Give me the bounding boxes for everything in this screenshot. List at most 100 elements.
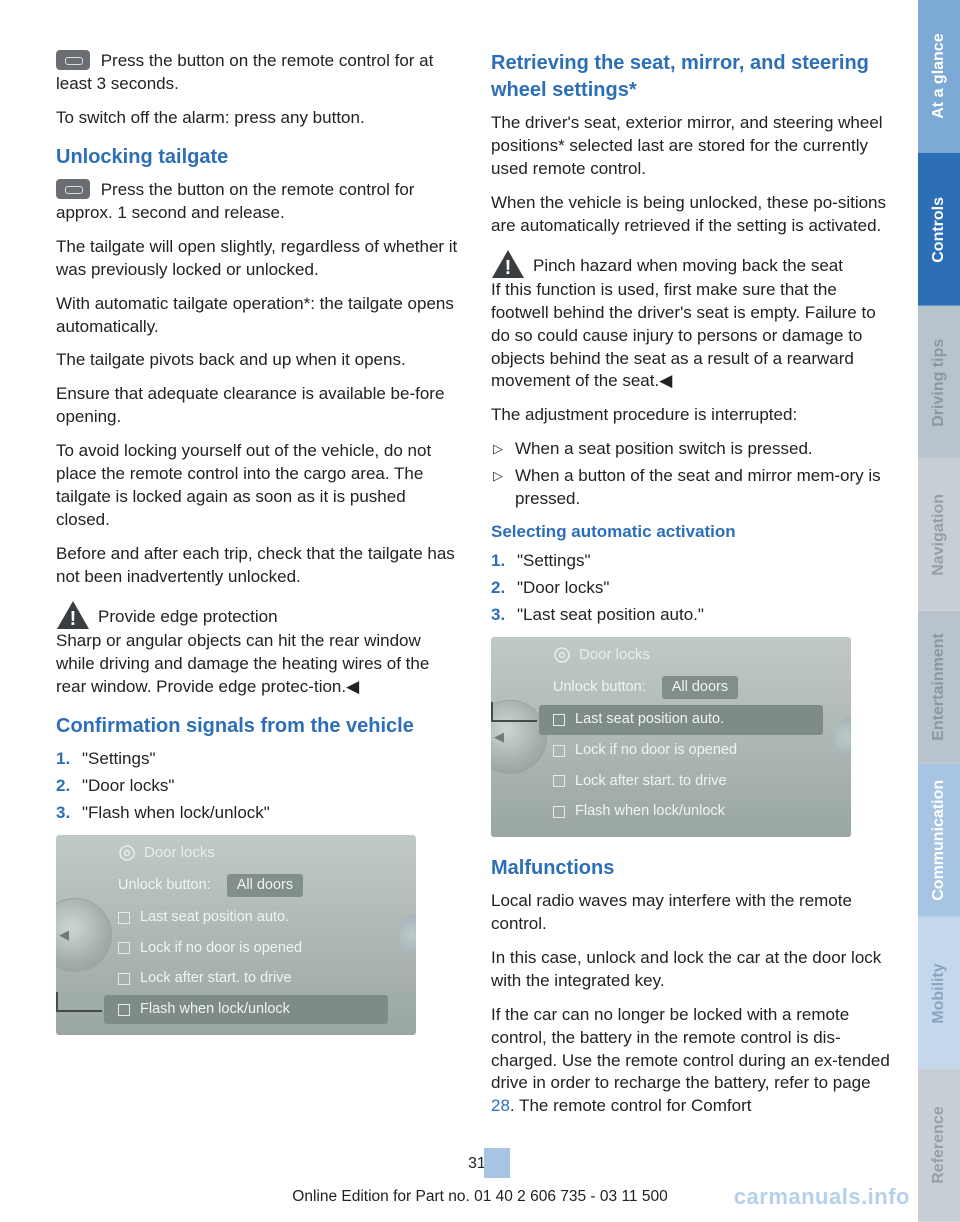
step-number: 3. xyxy=(491,604,505,627)
bullet-item: When a button of the seat and mirror mem… xyxy=(491,465,898,511)
step-number: 3. xyxy=(56,802,70,825)
warning-block: ! Provide edge protection Sharp or angul… xyxy=(56,600,463,699)
step-number: 2. xyxy=(56,775,70,798)
paragraph: To switch off the alarm: press any butto… xyxy=(56,107,463,130)
left-column: Press the button on the remote control f… xyxy=(56,50,463,1222)
idrive-row: Lock if no door is opened xyxy=(539,736,823,766)
step-item: 2. "Door locks" xyxy=(56,775,463,798)
idrive-row-selected: Flash when lock/unlock xyxy=(104,995,388,1025)
step-text: "Door locks" xyxy=(517,578,609,597)
idrive-row: Lock if no door is opened xyxy=(104,934,388,964)
step-item: 2. "Door locks" xyxy=(491,577,898,600)
bullet-list: When a seat position switch is pressed. … xyxy=(491,438,898,511)
remote-button-icon xyxy=(56,179,90,199)
page-link[interactable]: 28 xyxy=(491,1096,510,1115)
step-text: "Settings" xyxy=(517,551,591,570)
paragraph: Ensure that adequate clearance is availa… xyxy=(56,383,463,429)
idrive-header-label: Unlock button: xyxy=(553,678,646,698)
step-item: 3."Flash when lock/unlock" xyxy=(56,802,463,825)
remote-button-icon xyxy=(56,50,90,70)
paragraph: With automatic tailgate operation*: the … xyxy=(56,293,463,339)
tab-entertainment[interactable]: Entertainment xyxy=(918,611,960,764)
tab-controls[interactable]: Controls xyxy=(918,153,960,306)
idrive-row-header: Unlock button: All doors xyxy=(104,869,388,903)
idrive-body: Unlock button: All doors Last seat posit… xyxy=(539,671,823,828)
tab-navigation[interactable]: Navigation xyxy=(918,458,960,611)
idrive-screenshot-lastseat: Door locks Unlock button: All doors Last… xyxy=(491,637,851,837)
paragraph: The driver's seat, exterior mirror, and … xyxy=(491,112,898,181)
heading-selecting-activation: Selecting automatic activation xyxy=(491,521,898,544)
warning-title: Provide edge protection xyxy=(98,607,278,626)
paragraph: Press the button on the remote control f… xyxy=(56,179,463,225)
text: If the car can no longer be locked with … xyxy=(491,1005,890,1093)
idrive-row: Lock after start. to drive xyxy=(104,964,388,994)
right-column: Retrieving the seat, mirror, and steerin… xyxy=(491,50,898,1222)
warning-title: Pinch hazard when moving back the seat xyxy=(533,256,843,275)
text: Press the button on the remote control f… xyxy=(56,51,433,93)
bullet-item: When a seat position switch is pressed. xyxy=(491,438,898,461)
idrive-title-text: Door locks xyxy=(144,843,215,863)
idrive-row-text: Lock if no door is opened xyxy=(575,741,737,761)
step-number: 1. xyxy=(491,550,505,573)
paragraph: The tailgate will open slightly, regardl… xyxy=(56,236,463,282)
idrive-side-button-icon xyxy=(835,717,851,757)
idrive-row-text: Lock after start. to drive xyxy=(575,772,727,792)
idrive-header-pill: All doors xyxy=(227,874,303,898)
svg-text:!: ! xyxy=(70,608,77,630)
idrive-screenshot-flash: Door locks Unlock button: All doors Last… xyxy=(56,835,416,1035)
idrive-title-text: Door locks xyxy=(579,645,650,665)
checkbox-icon xyxy=(118,912,130,924)
checkbox-icon xyxy=(118,942,130,954)
gear-icon xyxy=(553,646,571,664)
text: . The remote control for Comfort xyxy=(510,1096,752,1115)
step-item: 1. "Settings" xyxy=(491,550,898,573)
watermark: carmanuals.info xyxy=(734,1182,910,1212)
checkbox-icon xyxy=(118,973,130,985)
paragraph: The adjustment procedure is interrupted: xyxy=(491,404,898,427)
step-text: "Last seat position auto." xyxy=(517,605,704,624)
tab-driving-tips[interactable]: Driving tips xyxy=(918,306,960,459)
idrive-row-text: Flash when lock/unlock xyxy=(575,802,725,822)
steps-list: 1."Settings" 2. "Door locks" 3."Flash whe… xyxy=(56,748,463,825)
tab-mobility[interactable]: Mobility xyxy=(918,917,960,1070)
step-text: "Door locks" xyxy=(82,776,174,795)
idrive-header-pill: All doors xyxy=(662,676,738,700)
pointer-line-icon xyxy=(493,720,537,722)
warning-body: Sharp or angular objects can hit the rea… xyxy=(56,631,429,696)
page: Press the button on the remote control f… xyxy=(0,0,960,1222)
warning-body: If this function is used, first make sur… xyxy=(491,280,876,391)
content-area: Press the button on the remote control f… xyxy=(0,0,918,1222)
checkbox-icon xyxy=(553,775,565,787)
paragraph: Press the button on the remote control f… xyxy=(56,50,463,96)
warning-triangle-icon: ! xyxy=(491,249,525,279)
page-number-box-icon xyxy=(484,1148,510,1178)
idrive-side-button-icon xyxy=(400,915,416,955)
step-number: 1. xyxy=(56,748,70,771)
gear-icon xyxy=(118,844,136,862)
idrive-row-selected: Last seat position auto. xyxy=(539,705,823,735)
heading-unlocking-tailgate: Unlocking tailgate xyxy=(56,144,463,171)
paragraph: When the vehicle is being unlocked, thes… xyxy=(491,192,898,238)
step-number: 2. xyxy=(491,577,505,600)
pointer-line-icon xyxy=(58,1010,102,1012)
heading-malfunctions: Malfunctions xyxy=(491,855,898,882)
idrive-row-text: Flash when lock/unlock xyxy=(140,1000,290,1020)
step-item: 1."Settings" xyxy=(56,748,463,771)
idrive-row-text: Last seat position auto. xyxy=(575,710,724,730)
tab-communication[interactable]: Communication xyxy=(918,764,960,917)
idrive-body: Unlock button: All doors Last seat posit… xyxy=(104,869,388,1026)
page-number: 31 xyxy=(468,1148,510,1178)
steps-list: 1. "Settings" 2. "Door locks" 3. "Last seat… xyxy=(491,550,898,627)
heading-retrieving-settings: Retrieving the seat, mirror, and steerin… xyxy=(491,50,898,104)
text: Press the button on the remote control f… xyxy=(56,180,414,222)
svg-text:!: ! xyxy=(505,257,512,279)
idrive-header-label: Unlock button: xyxy=(118,876,211,896)
idrive-row-header: Unlock button: All doors xyxy=(539,671,823,705)
warning-block: ! Pinch hazard when moving back the seat… xyxy=(491,249,898,394)
idrive-row: Last seat position auto. xyxy=(104,903,388,933)
tab-at-a-glance[interactable]: At a glance xyxy=(918,0,960,153)
checkbox-icon xyxy=(553,745,565,757)
paragraph: To avoid locking yourself out of the veh… xyxy=(56,440,463,532)
idrive-title: Door locks xyxy=(491,637,851,671)
warning-triangle-icon: ! xyxy=(56,600,90,630)
